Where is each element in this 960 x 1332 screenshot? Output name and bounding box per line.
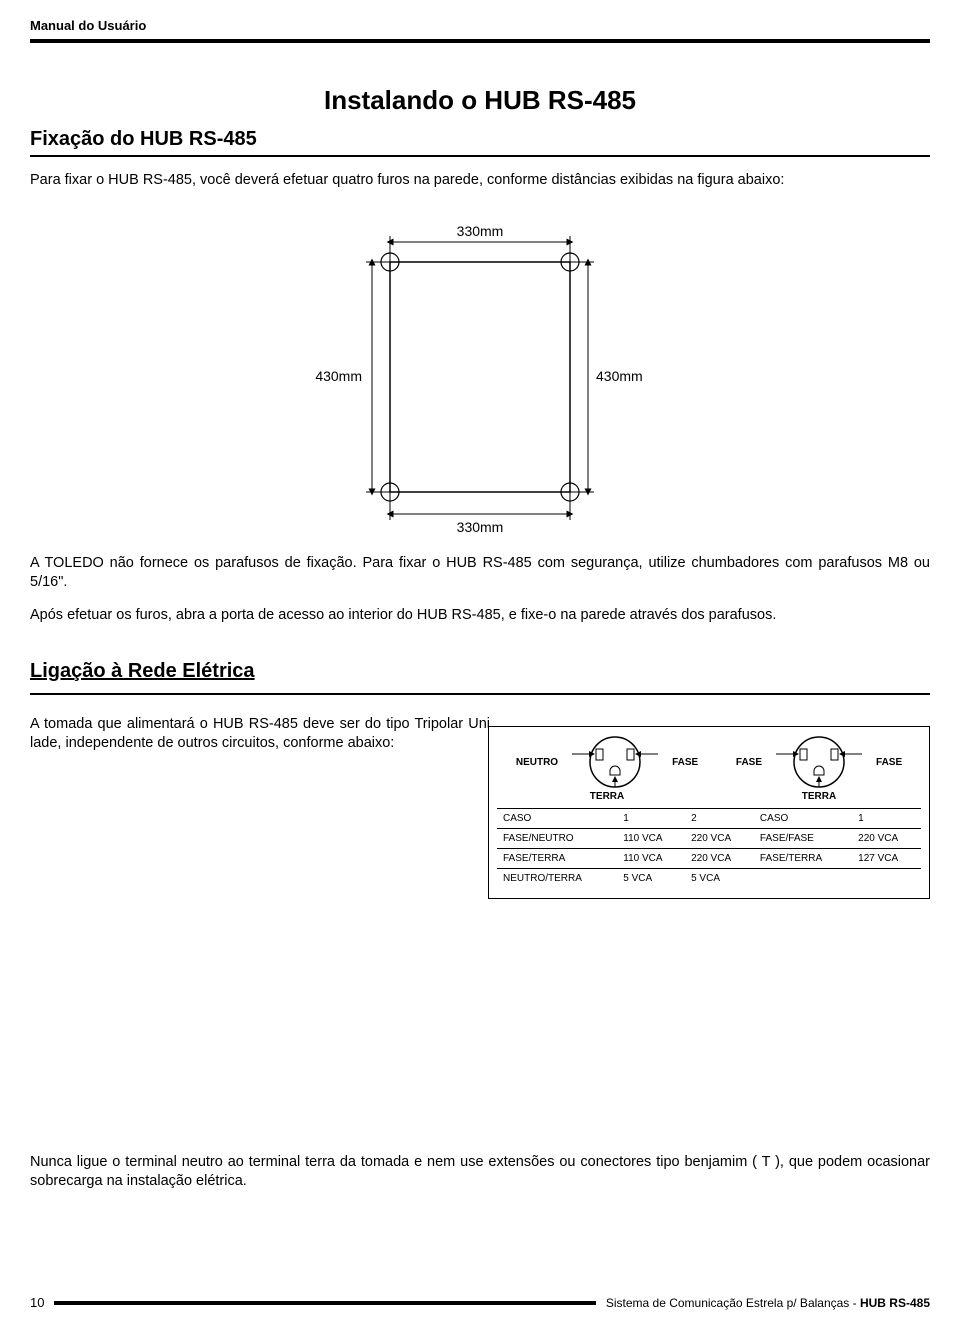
table-row: CASO12CASO1 xyxy=(497,809,921,829)
warning-text: Nunca ligue o terminal neutro ao termina… xyxy=(30,1153,930,1191)
mounting-svg: 330mm 330mm 430mm 430mm xyxy=(270,214,690,534)
table-row: FASE/NEUTRO110 VCA220 VCAFASE/FASE220 VC… xyxy=(497,829,921,849)
footer-text-bold: HUB RS-485 xyxy=(860,1296,930,1310)
svg-text:330mm: 330mm xyxy=(457,519,504,534)
section2-heading: Ligação à Rede Elétrica xyxy=(30,660,930,683)
electrical-table: CASO12CASO1FASE/NEUTRO110 VCA220 VCAFASE… xyxy=(497,808,921,888)
table-cell: 220 VCA xyxy=(685,849,754,869)
footer-page-number: 10 xyxy=(30,1295,44,1310)
header-rule xyxy=(30,39,930,43)
section1-p3: Após efetuar os furos, abra a porta de a… xyxy=(30,606,930,625)
table-cell: 110 VCA xyxy=(617,829,685,849)
table-cell: FASE/NEUTRO xyxy=(497,829,617,849)
table-cell xyxy=(754,869,852,889)
section2-p1b: lade, independente de outros circuitos, … xyxy=(30,735,394,751)
svg-text:330mm: 330mm xyxy=(457,223,504,239)
outlet-1: NEUTRO FASE TERRA xyxy=(516,735,698,802)
table-cell: 2 xyxy=(685,809,754,829)
table-cell: 1 xyxy=(617,809,685,829)
section2-p1a: A tomada que alimentará o HUB RS-485 dev… xyxy=(30,716,490,732)
section1-p2: A TOLEDO não fornece os parafusos de fix… xyxy=(30,554,930,592)
table-cell: 220 VCA xyxy=(685,829,754,849)
table-cell xyxy=(852,869,921,889)
table-cell: 5 VCA xyxy=(685,869,754,889)
outlet1-svg xyxy=(560,735,670,789)
electrical-panel: NEUTRO FASE TERRA FASE xyxy=(488,726,930,899)
table-cell: FASE/TERRA xyxy=(754,849,852,869)
footer-bar xyxy=(54,1301,595,1305)
section1-p1: Para fixar o HUB RS-485, você deverá efe… xyxy=(30,171,930,190)
outlet2-svg xyxy=(764,735,874,789)
section1-rule xyxy=(30,155,930,157)
outlet2-bottom-label: TERRA xyxy=(802,791,836,802)
mounting-figure: 330mm 330mm 430mm 430mm xyxy=(30,214,930,534)
outlet2-right-label: FASE xyxy=(876,757,902,768)
table-cell: CASO xyxy=(754,809,852,829)
outlet1-bottom-label: TERRA xyxy=(590,791,624,802)
header-label: Manual do Usuário xyxy=(30,18,930,33)
outlet-2: FASE FASE TERRA xyxy=(736,735,902,802)
table-row: FASE/TERRA110 VCA220 VCAFASE/TERRA127 VC… xyxy=(497,849,921,869)
outlet2-left-label: FASE xyxy=(736,757,762,768)
table-cell: FASE/FASE xyxy=(754,829,852,849)
table-cell: 110 VCA xyxy=(617,849,685,869)
outlet1-right-label: FASE xyxy=(672,757,698,768)
footer-text: Sistema de Comunicação Estrela p/ Balanç… xyxy=(606,1296,930,1310)
table-cell: NEUTRO/TERRA xyxy=(497,869,617,889)
table-cell: 127 VCA xyxy=(852,849,921,869)
footer: 10 Sistema de Comunicação Estrela p/ Bal… xyxy=(30,1295,930,1310)
table-cell: 1 xyxy=(852,809,921,829)
table-cell: CASO xyxy=(497,809,617,829)
svg-text:430mm: 430mm xyxy=(596,368,643,384)
page-title: Instalando o HUB RS-485 xyxy=(30,85,930,116)
table-row: NEUTRO/TERRA5 VCA5 VCA xyxy=(497,869,921,889)
table-cell: 5 VCA xyxy=(617,869,685,889)
table-cell: 220 VCA xyxy=(852,829,921,849)
section1-heading: Fixação do HUB RS-485 xyxy=(30,128,930,151)
svg-text:430mm: 430mm xyxy=(315,368,362,384)
outlet-row: NEUTRO FASE TERRA FASE xyxy=(497,735,921,802)
outlet1-left-label: NEUTRO xyxy=(516,757,558,768)
table-cell: FASE/TERRA xyxy=(497,849,617,869)
footer-text-plain: Sistema de Comunicação Estrela p/ Balanç… xyxy=(606,1296,860,1310)
section2-rule xyxy=(30,693,930,695)
